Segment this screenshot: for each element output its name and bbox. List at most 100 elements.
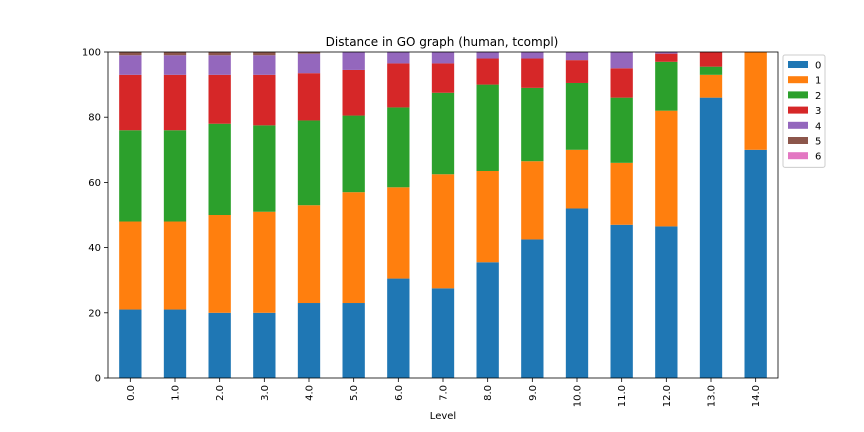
bar-segment <box>744 149 767 378</box>
bar-segment <box>565 60 589 83</box>
bar-segment <box>565 208 589 378</box>
bar-segment <box>342 115 365 193</box>
bar-segment <box>208 55 231 75</box>
plot-frame <box>107 51 779 379</box>
bar-segment <box>699 52 723 67</box>
y-tick-label: 40 <box>88 243 101 254</box>
bar-segment <box>297 52 321 54</box>
bar-segment <box>521 161 544 240</box>
y-axis: 0 20 40 60 80 100 <box>82 48 108 385</box>
bar-segment <box>476 58 499 85</box>
x-tick-label: 14.0 <box>751 385 762 407</box>
bar-segment <box>163 74 187 131</box>
legend-label: 6 <box>815 152 821 163</box>
bar-segment <box>342 52 365 70</box>
legend-swatch <box>788 137 808 144</box>
y-tick-label: 80 <box>88 113 101 124</box>
bar-segment <box>253 312 276 378</box>
bar-segment <box>431 288 455 378</box>
legend-label: 0 <box>815 61 821 72</box>
bar-segment <box>655 110 678 227</box>
bar-segment <box>565 52 589 61</box>
bar-segment <box>163 221 187 310</box>
bar-segment <box>655 226 678 378</box>
bar-segment <box>431 92 455 175</box>
bar-segment <box>655 61 678 111</box>
bar-segment <box>521 87 544 162</box>
x-tick-label: 3.0 <box>260 385 271 401</box>
bar-segment <box>744 52 767 150</box>
x-tick-label: 9.0 <box>528 385 539 401</box>
x-tick-label: 4.0 <box>305 385 316 401</box>
bar-segment <box>253 211 276 313</box>
bar-segment <box>297 53 321 74</box>
x-axis-label: Level <box>430 411 456 422</box>
bar-segment <box>699 66 723 75</box>
bar-segment <box>297 205 321 304</box>
bar-segment <box>387 107 410 188</box>
bar-segment <box>342 69 365 116</box>
bar-segment <box>387 278 410 378</box>
x-tick-label: 11.0 <box>617 385 628 407</box>
x-tick-label: 10.0 <box>573 385 584 407</box>
legend-label: 5 <box>815 137 821 148</box>
y-tick-label: 60 <box>88 178 101 189</box>
x-tick-label: 6.0 <box>394 385 405 401</box>
y-tick-label: 20 <box>88 308 101 319</box>
x-tick-label: 12.0 <box>662 385 673 407</box>
bar-segment <box>476 52 499 59</box>
bar-segment <box>208 74 231 124</box>
bar-segment <box>655 53 678 62</box>
bar-segment <box>297 120 321 206</box>
bar-segment <box>655 52 678 54</box>
chart-title: Distance in GO graph (human, tcompl) <box>326 35 559 49</box>
bar-segment <box>387 187 410 279</box>
bar-segment <box>431 174 455 289</box>
bar-segment <box>476 262 499 378</box>
legend-label: 2 <box>815 91 821 102</box>
bar-segment <box>163 55 187 75</box>
x-tick-label: 1.0 <box>171 385 182 401</box>
legend-swatch <box>788 106 808 114</box>
bar-segment <box>119 52 142 56</box>
bar-segment <box>119 130 142 222</box>
bar-segment <box>699 97 723 378</box>
y-tick-label: 0 <box>95 374 101 385</box>
x-tick-label: 13.0 <box>707 385 718 407</box>
bar-segment <box>208 123 231 215</box>
legend-swatch <box>788 76 808 84</box>
legend-label: 1 <box>815 76 821 87</box>
bar-segment <box>521 52 544 59</box>
bar-segment <box>253 125 276 212</box>
bar-segment <box>297 73 321 121</box>
bar-segment <box>387 52 410 64</box>
bar-segment <box>476 84 499 171</box>
bar-segment <box>476 170 499 263</box>
bar-segment <box>565 82 589 150</box>
bar-segment <box>565 149 589 209</box>
bar-segment <box>342 303 365 378</box>
bar-segment <box>297 303 321 378</box>
bar-segment <box>610 68 633 98</box>
bar-segment <box>208 312 231 378</box>
bar-segment <box>431 52 455 64</box>
bar-segment <box>610 52 633 69</box>
legend-swatch <box>788 152 808 160</box>
bar-segment <box>342 192 365 304</box>
bars-group <box>119 52 767 378</box>
bar-segment <box>610 224 633 378</box>
x-tick-label: 5.0 <box>349 385 360 401</box>
legend-swatch <box>788 61 808 68</box>
bar-segment <box>119 55 142 75</box>
bar-segment <box>163 309 187 378</box>
bar-segment <box>163 130 187 222</box>
legend-swatch <box>788 121 808 129</box>
x-tick-label: 8.0 <box>483 385 494 401</box>
legend: 0 1 2 3 4 5 6 <box>782 54 826 168</box>
legend-swatch <box>788 91 808 99</box>
x-tick-label: 0.0 <box>126 385 137 401</box>
x-tick-label: 7.0 <box>439 385 450 401</box>
bar-segment <box>431 63 455 93</box>
bar-segment <box>521 58 544 88</box>
